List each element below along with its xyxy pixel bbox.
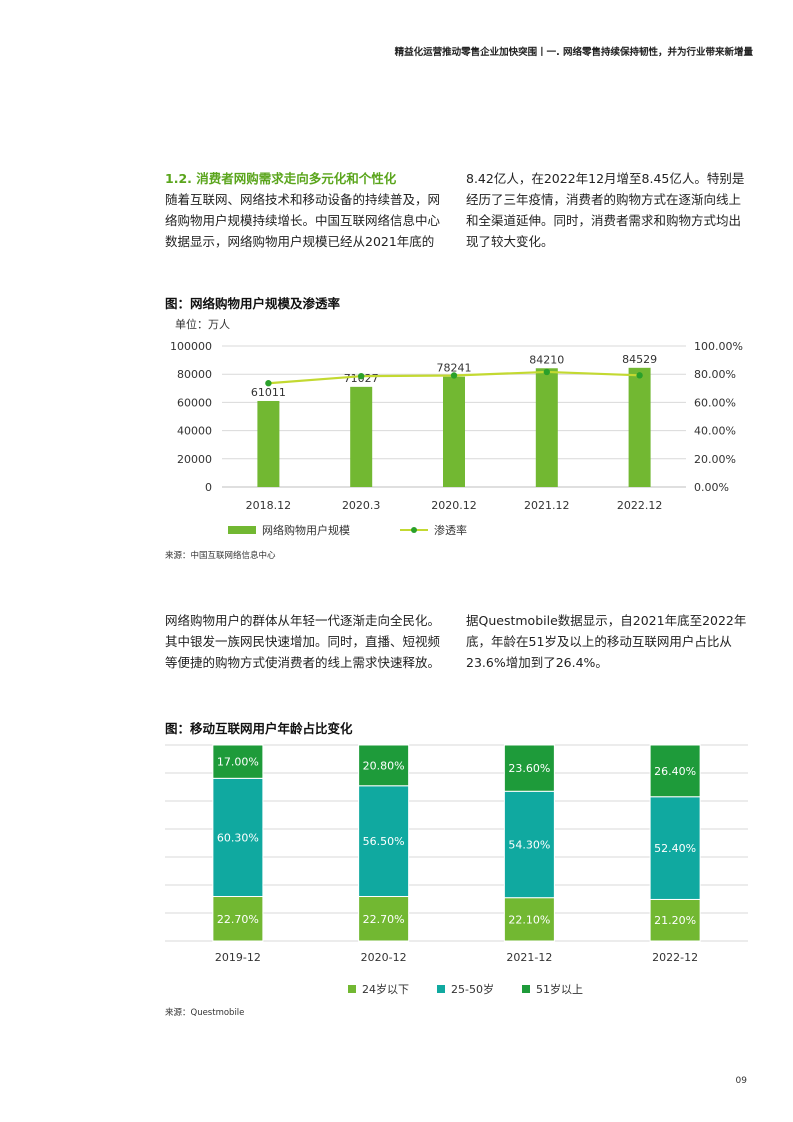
bar-users	[628, 367, 651, 487]
section-title: 1.2. 消费者网购需求走向多元化和个性化	[165, 171, 397, 186]
stacked-segment	[212, 896, 264, 942]
y2-tick-label: 20.00%	[694, 453, 736, 466]
stacked-segment	[649, 898, 701, 942]
running-header: 精益化运营推动零售企业加快突围丨一. 网络零售持续保持韧性，并为行业带来新增量	[394, 47, 753, 58]
y-tick-label: 40000	[177, 425, 212, 438]
y2-tick-label: 60.00%	[694, 396, 736, 409]
legend-item-under-24: 24岁以下	[348, 981, 409, 997]
stacked-segment	[212, 777, 264, 898]
segment-data-label: 23.60%	[508, 762, 550, 775]
x-tick-label: 2020-12	[361, 951, 407, 964]
section-1-right-column: 8.42亿人，在2022年12月增至8.45亿人。特别是经历了三年疫情，消费者的…	[466, 168, 751, 252]
x-tick-label: 2019-12	[215, 951, 261, 964]
bar-users	[350, 386, 373, 487]
legend-swatch-bar	[228, 526, 256, 534]
y2-tick-label: 80.00%	[694, 368, 736, 381]
page-number: 09	[735, 1076, 747, 1086]
bar-users	[443, 376, 465, 487]
bar-users	[535, 368, 558, 487]
stacked-segment	[649, 796, 701, 900]
segment-data-label: 22.70%	[217, 913, 259, 926]
rate-point	[450, 372, 458, 379]
segment-data-label: 22.70%	[363, 913, 405, 926]
x-tick-label: 2018.12	[246, 499, 292, 512]
segment-data-label: 22.10%	[508, 913, 550, 926]
legend-label: 24岁以下	[362, 983, 409, 996]
legend-label: 51岁以上	[535, 983, 583, 996]
bar-users	[257, 400, 280, 487]
x-tick-label: 2020.12	[431, 499, 477, 512]
x-tick-label: 2022.12	[617, 499, 663, 512]
legend-item-users: 网络购物用户规模	[228, 522, 350, 538]
y-tick-label: 20000	[177, 453, 212, 466]
segment-data-label: 54.30%	[508, 838, 550, 851]
figure-1-title: 图：网络购物用户规模及渗透率	[165, 296, 341, 311]
bar-data-label: 61011	[251, 386, 286, 399]
figure-2-title: 图：移动互联网用户年龄占比变化	[165, 721, 353, 736]
bar-data-label: 84210	[529, 353, 564, 366]
section-2-left-column: 网络购物用户的群体从年轻一代逐渐走向全民化。其中银发一族网民快速增加。同时，直播…	[165, 610, 450, 673]
y-tick-label: 80000	[177, 368, 212, 381]
figure-1-source: 来源：中国互联网络信息中心	[165, 551, 276, 561]
body-paragraph: 据Questmobile数据显示，自2021年底至2022年底，年龄在51岁及以…	[466, 613, 747, 670]
stacked-segment	[503, 790, 555, 899]
segment-data-label: 20.80%	[363, 759, 405, 772]
section-1-left-column: 1.2. 消费者网购需求走向多元化和个性化 随着互联网、网络技术和移动设备的持续…	[165, 168, 450, 252]
rate-point	[265, 380, 272, 387]
body-paragraph: 随着互联网、网络技术和移动设备的持续普及，网络购物用户规模持续增长。中国互联网络…	[165, 192, 441, 249]
stacked-segment	[649, 744, 701, 798]
rate-point	[543, 368, 550, 376]
legend-label: 渗透率	[434, 524, 467, 537]
legend-label: 25-50岁	[451, 983, 494, 996]
x-tick-label: 2022-12	[652, 951, 698, 964]
y2-tick-label: 100.00%	[694, 340, 743, 353]
figure-1-legend: 网络购物用户规模 渗透率	[228, 522, 467, 538]
stacked-segment	[358, 744, 410, 787]
segment-data-label: 56.50%	[363, 835, 405, 848]
y-tick-label: 60000	[177, 396, 212, 409]
x-tick-label: 2020.3	[342, 499, 381, 512]
y2-tick-label: 0.00%	[694, 481, 729, 494]
legend-item-over-51: 51岁以上	[521, 981, 583, 997]
segment-data-label: 17.00%	[217, 756, 259, 769]
legend-swatch	[521, 985, 530, 993]
figure-2-legend: 24岁以下 25-50岁 51岁以上	[348, 981, 583, 997]
rate-point	[636, 372, 643, 379]
legend-item-rate: 渗透率	[400, 522, 467, 538]
legend-swatch	[348, 985, 356, 993]
figure-2-source: 来源：Questmobile	[165, 1008, 245, 1018]
legend-label: 网络购物用户规模	[262, 524, 350, 537]
segment-data-label: 60.30%	[217, 831, 259, 844]
figure-1-unit: 单位：万人	[175, 318, 230, 331]
section-2-right-column: 据Questmobile数据显示，自2021年底至2022年底，年龄在51岁及以…	[466, 610, 751, 673]
y-tick-label: 100000	[170, 340, 212, 353]
rate-point	[358, 372, 365, 380]
segment-data-label: 52.40%	[654, 842, 696, 855]
stacked-segment	[358, 785, 410, 898]
legend-swatch	[437, 985, 445, 993]
bar-data-label: 84529	[622, 353, 657, 366]
bar-data-label: 78241	[437, 362, 472, 375]
stacked-segment	[212, 744, 264, 779]
x-tick-label: 2021.12	[524, 499, 570, 512]
body-paragraph: 网络购物用户的群体从年轻一代逐渐走向全民化。其中银发一族网民快速增加。同时，直播…	[165, 613, 441, 670]
x-tick-label: 2021-12	[506, 951, 552, 964]
body-paragraph: 8.42亿人，在2022年12月增至8.45亿人。特别是经历了三年疫情，消费者的…	[466, 171, 745, 249]
stacked-segment	[503, 744, 555, 792]
y-tick-label: 0	[205, 481, 212, 494]
y2-tick-label: 40.00%	[694, 425, 736, 438]
legend-swatch-line	[400, 526, 428, 534]
segment-data-label: 26.40%	[654, 765, 696, 778]
stacked-segment	[503, 897, 555, 942]
segment-data-label: 21.20%	[654, 914, 696, 927]
legend-item-25-50: 25-50岁	[437, 981, 494, 997]
